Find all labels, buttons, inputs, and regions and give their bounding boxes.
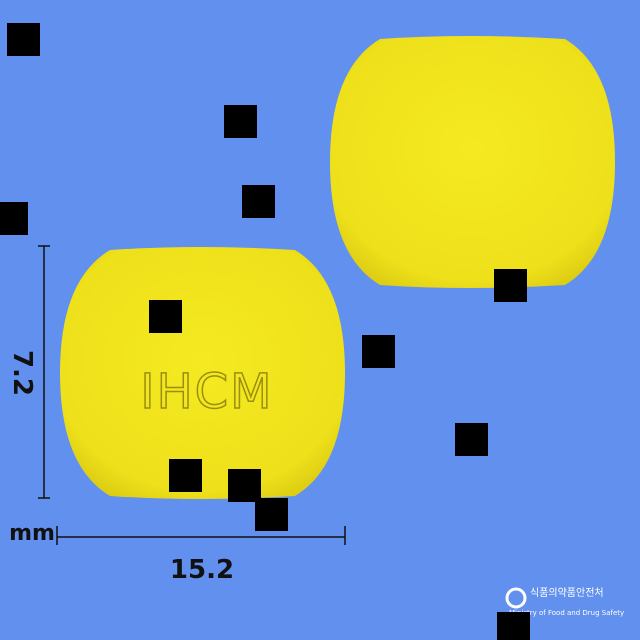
pill-back (330, 36, 615, 288)
width-label: 15.2 (170, 555, 234, 585)
unit-label: mm (9, 521, 55, 546)
imprint: IHCM (140, 364, 273, 420)
logo-english: Ministry of Food and Drug Safety (509, 609, 624, 617)
occlusion-squares (0, 23, 530, 640)
pill-front (60, 247, 345, 499)
dimension-lines (38, 245, 346, 545)
logo: 식품의약품안전처 Ministry of Food and Drug Safet… (505, 587, 624, 617)
logo-korean: 식품의약품안전처 (530, 587, 604, 599)
height-label: 7.2 (7, 350, 37, 396)
